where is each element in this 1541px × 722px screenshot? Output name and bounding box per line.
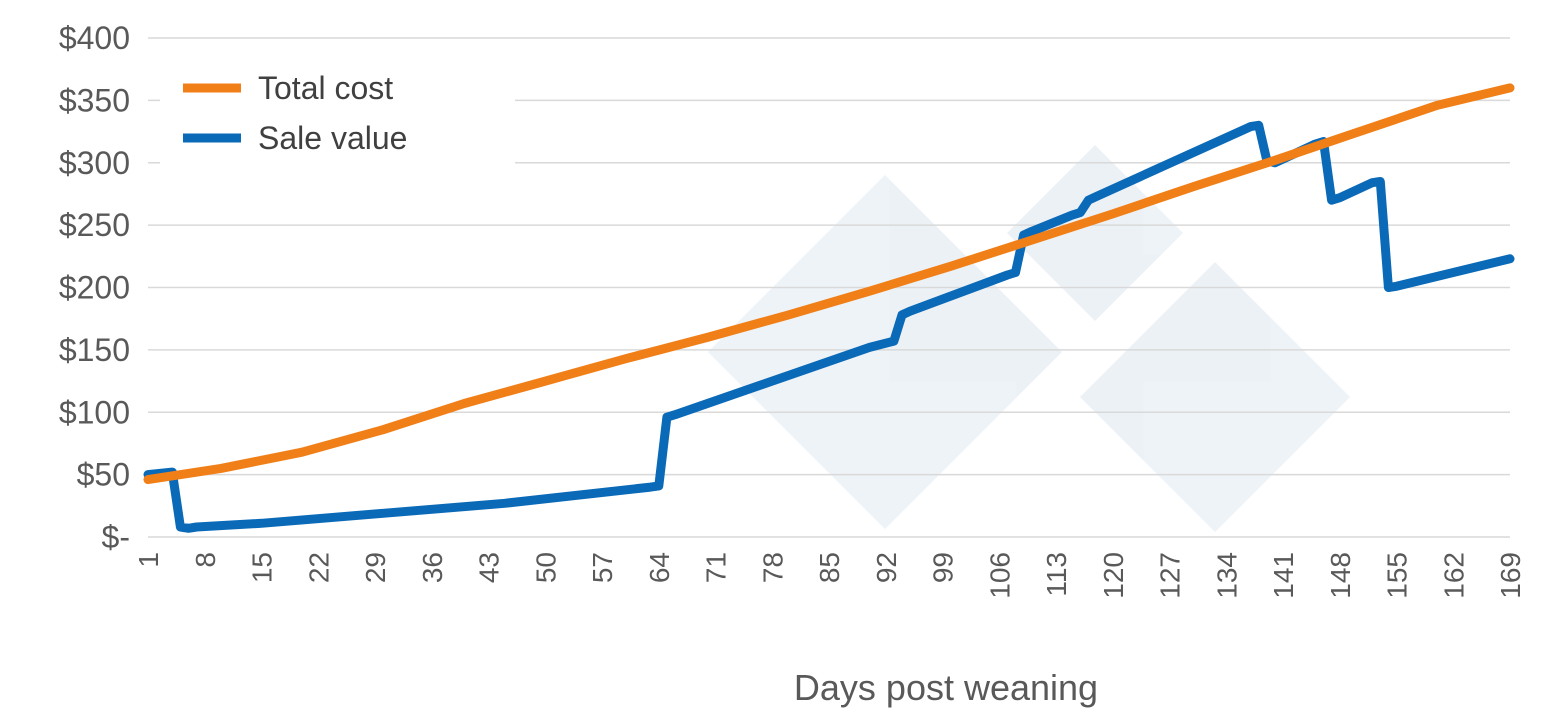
x-tick-label: 50	[530, 552, 561, 583]
y-tick-label: $250	[59, 207, 130, 243]
y-tick-label: $400	[59, 20, 130, 56]
y-tick-label: $150	[59, 332, 130, 368]
x-tick-label: 64	[644, 552, 675, 583]
x-tick-label: 134	[1211, 552, 1242, 599]
y-tick-label: $300	[59, 145, 130, 181]
x-tick-label: 127	[1155, 552, 1186, 599]
x-tick-label: 85	[814, 552, 845, 583]
x-tick-label: 71	[701, 552, 732, 583]
x-tick-label: 92	[871, 552, 902, 583]
x-tick-label: 113	[1041, 552, 1072, 597]
x-tick-label: 162	[1438, 552, 1469, 599]
x-tick-label: 141	[1268, 552, 1299, 599]
x-tick-label: 78	[757, 552, 788, 583]
x-tick-label: 22	[303, 552, 334, 583]
y-tick-label: $-	[102, 519, 130, 555]
x-tick-label: 120	[1098, 552, 1129, 599]
x-axis-label: Days post weaning	[794, 667, 1098, 708]
series-line-total-cost	[143, 83, 1515, 485]
x-tick-label: 99	[928, 552, 959, 583]
legend-label: Total cost	[258, 70, 393, 106]
x-tick-label: 155	[1382, 552, 1413, 599]
y-tick-label: $100	[59, 394, 130, 430]
legend: Total cost Sale value	[160, 55, 515, 175]
y-tick-label: $200	[59, 270, 130, 306]
x-tick-label: 8	[190, 552, 221, 568]
x-tick-label: 36	[417, 552, 448, 583]
x-tick-label: 106	[984, 552, 1015, 599]
x-tick-label: 148	[1325, 552, 1356, 599]
gridlines	[148, 37, 1510, 538]
x-tick-label: 169	[1495, 552, 1526, 599]
x-tick-label: 15	[247, 552, 278, 583]
legend-label: Sale value	[258, 120, 407, 156]
series-lines	[143, 83, 1515, 533]
x-axis-ticks: 1 8 15 22 29 36 43 50 57 64 71 78 85 92 99 106 113 120 127…	[133, 552, 1526, 599]
y-axis-ticks: $400 $350 $300 $250 $200 $150 $100 $50 $-	[59, 20, 130, 555]
y-tick-label: $350	[59, 82, 130, 118]
x-tick-label: 29	[360, 552, 391, 583]
legend-background	[160, 55, 515, 175]
y-tick-label: $50	[77, 457, 130, 493]
x-tick-label: 1	[133, 552, 164, 568]
series-line-sale-value	[143, 120, 1515, 533]
x-tick-label: 57	[587, 552, 618, 583]
x-tick-label: 43	[474, 552, 505, 583]
